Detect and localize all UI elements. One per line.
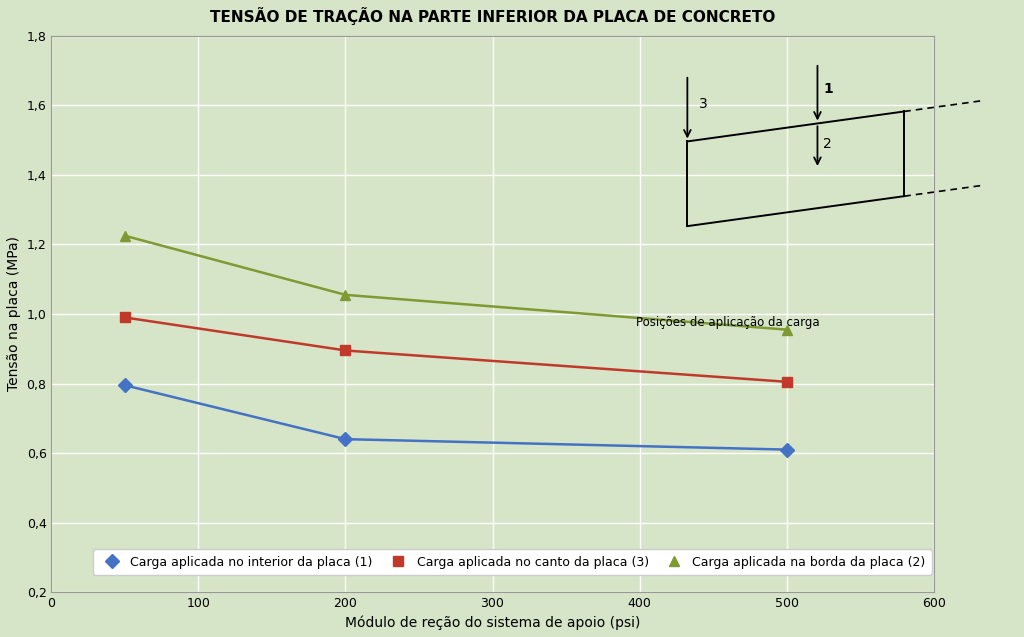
Carga aplicada na borda da placa (2)	[119, 232, 131, 240]
Line: Carga aplicada na borda da placa (2): Carga aplicada na borda da placa (2)	[120, 231, 792, 334]
Y-axis label: Tensão na placa (MPa): Tensão na placa (MPa)	[7, 236, 20, 392]
Title: TENSÃO DE TRAÇÃO NA PARTE INFERIOR DA PLACA DE CONCRETO: TENSÃO DE TRAÇÃO NA PARTE INFERIOR DA PL…	[210, 7, 775, 25]
Carga aplicada no canto da placa (3)	[119, 313, 131, 321]
Text: 1: 1	[823, 82, 834, 96]
Text: 3: 3	[699, 97, 708, 111]
Line: Carga aplicada no interior da placa (1): Carga aplicada no interior da placa (1)	[120, 380, 792, 454]
Carga aplicada no interior da placa (1)	[119, 382, 131, 389]
Carga aplicada no interior da placa (1)	[780, 446, 793, 454]
Carga aplicada no canto da placa (3)	[339, 347, 351, 354]
X-axis label: Módulo de reção do sistema de apoio (psi): Módulo de reção do sistema de apoio (psi…	[345, 615, 640, 630]
Carga aplicada no interior da placa (1)	[339, 435, 351, 443]
Carga aplicada no canto da placa (3)	[780, 378, 793, 385]
Text: Posições de aplicação da carga: Posições de aplicação da carga	[636, 316, 820, 329]
Text: 2: 2	[823, 137, 833, 150]
Line: Carga aplicada no canto da placa (3): Carga aplicada no canto da placa (3)	[120, 313, 792, 387]
Carga aplicada na borda da placa (2)	[780, 326, 793, 333]
Legend: Carga aplicada no interior da placa (1), Carga aplicada no canto da placa (3), C: Carga aplicada no interior da placa (1),…	[93, 549, 932, 575]
Carga aplicada na borda da placa (2)	[339, 291, 351, 299]
